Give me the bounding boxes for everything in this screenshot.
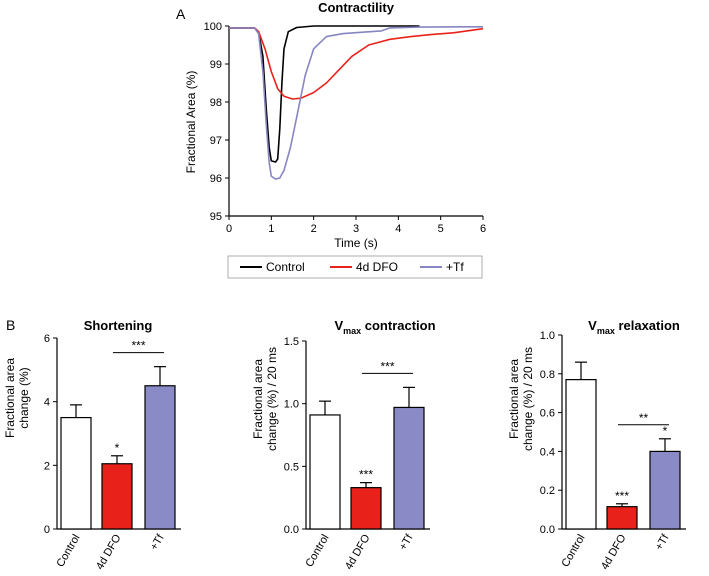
x-tick-label: 0 [226, 223, 232, 235]
y-axis-label-line-2: change (%) [17, 367, 31, 428]
y-tick-label: 97 [210, 135, 222, 147]
title-v: V [588, 318, 597, 333]
shortening-chart: Shortening Fractional area change (%) 0 2… [3, 318, 181, 572]
y-axis-label-line-1: Fractional area [507, 359, 521, 439]
y-axis-label-line-2: change (%) / 20 ms [265, 347, 279, 451]
bar [350, 487, 382, 530]
title-v: V [334, 318, 343, 333]
x-tick-label: 1 [268, 223, 274, 235]
bracket-stars: *** [380, 359, 394, 373]
x-tick-label: +Tf [653, 532, 672, 553]
chart-title: Shortening [84, 318, 153, 333]
title-rest: relaxation [615, 318, 680, 333]
significance-stars: * [663, 424, 668, 438]
y-tick-label: 0.0 [540, 524, 555, 536]
x-tick-label: 4d DFO [599, 532, 629, 572]
y-tick-label: 98 [210, 97, 222, 109]
significance-stars: *** [615, 489, 629, 503]
y-tick-label: 99 [210, 59, 222, 71]
y-tick-label: 0.2 [540, 485, 555, 497]
y-tick-label: 0.5 [284, 461, 299, 473]
bar [393, 406, 425, 530]
legend: Control 4d DFO +Tf [227, 255, 483, 279]
y-tick-label: 6 [44, 333, 50, 345]
y-tick-label: 0.8 [540, 369, 555, 381]
legend-label-tf: +Tf [446, 260, 464, 274]
legend-label-dfo: 4d DFO [356, 260, 398, 274]
chart-title: Contractility [318, 0, 395, 15]
y-tick-label: 4 [44, 397, 50, 409]
y-axis-label: Fractional Area (%) [184, 71, 198, 174]
bracket-stars: *** [131, 339, 145, 353]
x-tick-label: +Tf [397, 532, 416, 553]
y-tick-label: 1.5 [284, 336, 299, 348]
y-axis-label-line-1: Fractional area [251, 359, 265, 439]
bracket-stars: ** [639, 411, 649, 425]
y-tick-label: 1.0 [540, 330, 555, 342]
y-tick-label: 96 [210, 173, 222, 185]
y-axis-label-line-2: change (%) / 20 ms [521, 347, 535, 451]
title-sub: max [597, 326, 615, 336]
x-tick-label: Control [559, 533, 587, 570]
series-line--tf [229, 26, 483, 180]
x-tick-label: 2 [311, 223, 317, 235]
y-tick-label: 0.0 [284, 524, 299, 536]
bar [649, 450, 681, 530]
y-tick-label: 100 [204, 21, 222, 33]
y-tick-label: 95 [210, 211, 222, 223]
x-tick-label: 4 [395, 223, 401, 235]
vmax-relaxation-chart: Vmax relaxation Fractional area change (… [507, 318, 686, 572]
y-tick-label: 0.4 [540, 446, 555, 458]
x-tick-label: 3 [353, 223, 359, 235]
y-tick-label: 1.0 [284, 399, 299, 411]
x-tick-label: 5 [438, 223, 444, 235]
x-tick-label: 4d DFO [94, 532, 124, 572]
bar [60, 416, 92, 530]
bar [144, 385, 176, 530]
contractility-chart: Contractility Fractional Area (%) Time (… [184, 0, 486, 250]
legend-box [227, 255, 483, 279]
bar [309, 414, 341, 530]
x-tick-label: +Tf [148, 532, 167, 553]
legend-label-control: Control [266, 260, 305, 274]
panel-label-a: A [176, 6, 186, 22]
series-line-4d-dfo [229, 27, 484, 100]
y-tick-label: 0.6 [540, 408, 555, 420]
y-tick-label: 2 [44, 460, 50, 472]
title-sub: max [343, 326, 361, 336]
chart-title: Vmax relaxation [588, 318, 680, 336]
bar [606, 506, 638, 530]
x-tick-label: 4d DFO [343, 532, 373, 572]
title-rest: contraction [361, 318, 435, 333]
y-axis-label-line-1: Fractional area [3, 358, 17, 438]
y-tick-label: 0 [44, 524, 50, 536]
x-tick-label: Control [54, 533, 82, 570]
chart-title: Vmax contraction [334, 318, 435, 336]
bar [565, 379, 597, 530]
x-tick-label: Control [303, 533, 331, 570]
bar [101, 463, 133, 530]
x-tick-label: 6 [480, 223, 486, 235]
vmax-contraction-chart: Vmax contraction Fractional area change … [251, 318, 436, 572]
significance-stars: * [115, 441, 120, 455]
panel-label-b: B [6, 317, 15, 333]
significance-stars: *** [359, 468, 373, 482]
series-line-control [229, 25, 420, 163]
x-axis-label: Time (s) [334, 236, 378, 250]
